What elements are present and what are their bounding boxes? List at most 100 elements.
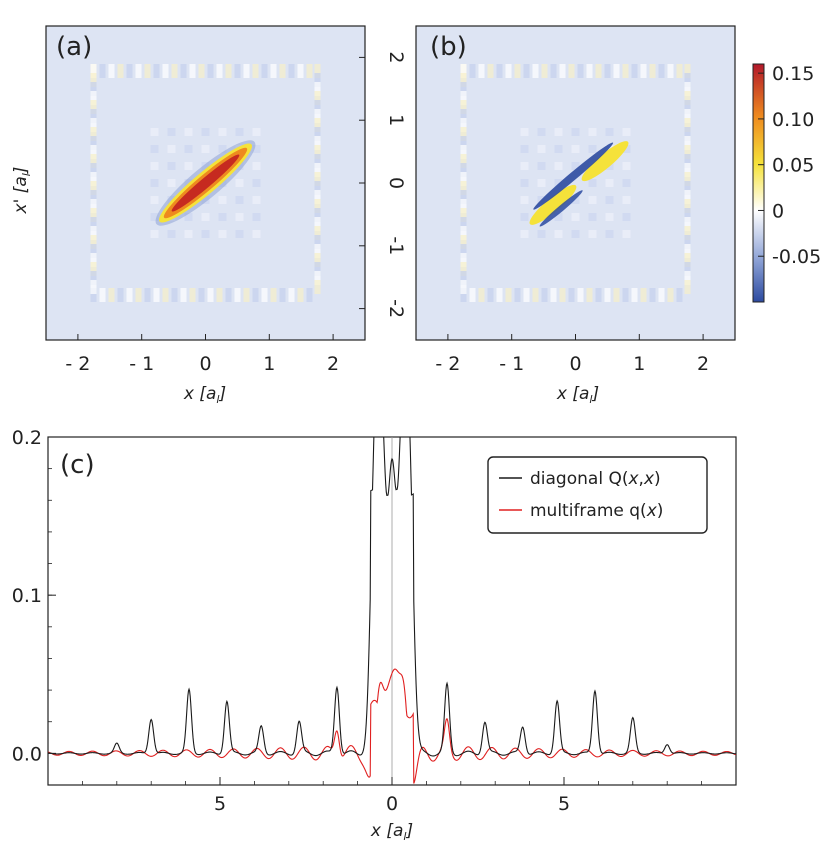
- svg-text:x [al]: x [al]: [183, 384, 226, 406]
- heatmap-b-frame-speckle: [684, 73, 691, 87]
- xlabel-a-text: x [a: [183, 384, 217, 404]
- series-diagonal-line: [48, 437, 736, 757]
- xlabel-c-sub: l: [403, 830, 406, 843]
- heatmap-b-frame-speckle: [684, 217, 691, 231]
- heatmap-b-frame-speckle: [658, 64, 665, 78]
- heatmap-b-frame-speckle: [676, 288, 683, 302]
- heatmap-a-frame-speckle: [90, 253, 97, 267]
- heatmap-a-frame-speckle: [297, 288, 304, 302]
- heatmap-a-inner-speckle: [184, 213, 193, 221]
- heatmap-b-inner-speckle: [571, 145, 580, 153]
- heatmap-b-frame-speckle: [640, 64, 647, 78]
- heatmap-a-frame-speckle: [314, 154, 321, 168]
- heatmap-b-frame-speckle: [478, 64, 485, 78]
- heatmap-a-frame-speckle: [90, 244, 97, 258]
- heatmap-b-frame-speckle: [667, 288, 674, 302]
- heatmap-b-frame-speckle: [514, 64, 521, 78]
- heatmap-a-frame-speckle: [314, 91, 321, 105]
- heatmap-b-frame-speckle: [487, 288, 494, 302]
- heatmap-a-frame-speckle: [90, 73, 97, 87]
- heatmap-a-inner-speckle: [184, 230, 193, 238]
- heatmap-a-frame-speckle: [108, 64, 115, 78]
- heatmap-b-inner-speckle: [588, 213, 597, 221]
- line-plot-ticks: 0.0 0.1 0.2 5 0 5: [12, 427, 702, 815]
- heatmap-a-frame-speckle: [99, 288, 106, 302]
- line-plot-x-tick-label: 0: [386, 793, 398, 815]
- heatmap-b-inner-speckle: [520, 196, 529, 204]
- heatmap-a-frame-speckle: [314, 73, 321, 87]
- heatmap-b-x-tick-label: 1: [633, 353, 645, 375]
- heatmap-b-frame-speckle: [460, 118, 467, 132]
- heatmap-b-frame-speckle: [595, 288, 602, 302]
- heatmap-y-tick-label: -2: [385, 299, 407, 318]
- colorbar: 0.15 0.10 0.05 0 -0.05: [752, 63, 821, 303]
- heatmap-b-frame-speckle: [460, 235, 467, 249]
- panel-c-label: (c): [60, 450, 95, 480]
- heatmap-b-frame-speckle: [460, 244, 467, 258]
- heatmap-a-frame-speckle: [261, 288, 268, 302]
- heatmap-a-xlabel: x [al]: [183, 384, 226, 406]
- line-plot-y-tick-label: 0.1: [12, 585, 42, 607]
- heatmap-a-frame-speckle: [252, 64, 259, 78]
- heatmap-b-inner-speckle: [622, 196, 631, 204]
- ylabel-a-close: ]: [11, 167, 31, 175]
- heatmap-a-frame-speckle: [90, 199, 97, 213]
- heatmap-b-frame-speckle: [622, 288, 629, 302]
- heatmap-a-frame-speckle: [135, 64, 142, 78]
- heatmap-b-frame-speckle: [460, 136, 467, 150]
- heatmap-b-inner-speckle: [520, 145, 529, 153]
- heatmap-b-frame-speckle: [684, 82, 691, 96]
- heatmap-a-inner-speckle: [218, 145, 227, 153]
- heatmap-b-frame-speckle: [550, 64, 557, 78]
- heatmap-a-frame-speckle: [314, 253, 321, 267]
- heatmap-a-frame-speckle: [243, 64, 250, 78]
- heatmap-a-frame-speckle: [90, 163, 97, 177]
- heatmap-b-frame-speckle: [496, 64, 503, 78]
- heatmap-b-frame-speckle: [684, 280, 691, 294]
- heatmap-b-frame-speckle: [460, 172, 467, 186]
- heatmap-b-inner-speckle: [588, 145, 597, 153]
- heatmap-a-frame-speckle: [99, 64, 106, 78]
- heatmap-b-frame-speckle: [478, 288, 485, 302]
- heatmap-y-tick-label: 0: [385, 177, 407, 189]
- colorbar-gradient: [752, 63, 765, 303]
- ridge-b-lower-blue: [539, 190, 583, 227]
- heatmap-a-inner-speckle: [235, 230, 244, 238]
- heatmap-b-inner-speckle: [520, 230, 529, 238]
- heatmap-a-frame-speckle: [314, 280, 321, 294]
- heatmap-b-frame-speckle: [684, 253, 691, 267]
- heatmap-a-frame-speckle: [90, 181, 97, 195]
- heatmap-a-frame-speckle: [90, 145, 97, 159]
- ridge-b-upper-yellow: [581, 141, 629, 182]
- heatmap-b-inner-speckle: [622, 128, 631, 136]
- heatmap-b-inner-speckle: [537, 230, 546, 238]
- heatmap-b-inner-speckle: [605, 230, 614, 238]
- heatmap-b-inner-speckle: [588, 128, 597, 136]
- heatmap-b-frame-speckle: [460, 145, 467, 159]
- heatmap-a-frame-speckle: [153, 64, 160, 78]
- colorbar-tick-label: 0.10: [772, 109, 814, 131]
- heatmap-a-frame-speckle: [90, 208, 97, 222]
- heatmap-b-frame-speckle: [559, 288, 566, 302]
- heatmap-a-frame-speckle: [314, 208, 321, 222]
- heatmap-a-frame-speckle: [189, 64, 196, 78]
- heatmap-a-frame-speckle: [314, 271, 321, 285]
- series-multiframe-line: [48, 668, 736, 784]
- heatmap-a-frame-speckle: [90, 82, 97, 96]
- heatmap-a-frame-speckle: [171, 64, 178, 78]
- heatmap-a-frame-speckle: [314, 163, 321, 177]
- heatmap-b-frame-speckle: [460, 288, 467, 302]
- colorbar-tick-label: -0.05: [772, 246, 821, 268]
- colorbar-tick-label: 0: [772, 200, 784, 222]
- heatmap-a-frame-speckle: [261, 64, 268, 78]
- heatmap-b-frame-speckle: [595, 64, 602, 78]
- heatmap-b-frame-speckle: [667, 64, 674, 78]
- heatmap-b-frame-speckle: [684, 199, 691, 213]
- heatmap-b-inner-speckle: [537, 128, 546, 136]
- heatmap-b-frame-speckle: [684, 244, 691, 258]
- heatmap-b-x-tick-label: 2: [697, 353, 709, 375]
- legend-label-diagonal: diagonal Q(x,x): [530, 469, 661, 489]
- heatmap-a-frame-speckle: [90, 118, 97, 132]
- heatmap-a-inner-speckle: [184, 128, 193, 136]
